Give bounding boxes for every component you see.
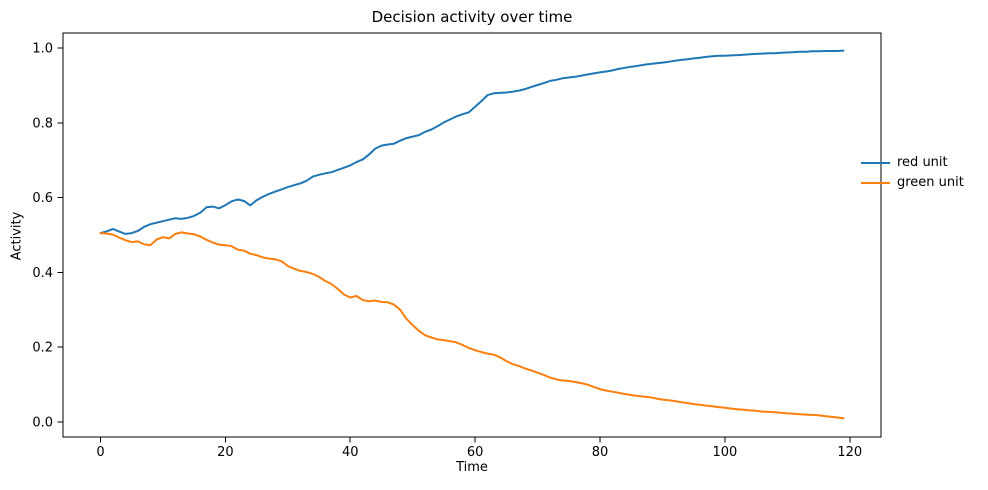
legend-label-red-unit: red unit	[897, 155, 948, 170]
x-tick-label: 0	[96, 445, 104, 460]
legend-entry-red-unit: red unit	[861, 153, 964, 173]
x-tick-label: 40	[342, 445, 359, 460]
y-tick-label: 0.0	[32, 416, 53, 431]
red-unit-line-swatch	[861, 162, 890, 164]
y-tick-label: 0.8	[32, 116, 53, 131]
series-line-red-unit	[99, 49, 845, 235]
y-tick-label: 0.4	[32, 266, 53, 281]
y-tick-label: 0.6	[32, 191, 53, 206]
legend-label-green-unit: green unit	[897, 175, 964, 190]
legend: red unit green unit	[861, 153, 964, 193]
y-tick-label: 0.2	[32, 341, 53, 356]
x-tick-label: 20	[217, 445, 234, 460]
x-tick-label: 80	[592, 445, 609, 460]
axes-spines	[62, 32, 882, 438]
x-axis-label: Time	[456, 460, 488, 475]
chart-title: Decision activity over time	[371, 8, 573, 26]
y-tick-label: 1.0	[32, 41, 53, 56]
y-axis-label: Activity	[9, 211, 25, 261]
x-tick-label: 60	[467, 445, 484, 460]
legend-entry-green-unit: green unit	[861, 173, 964, 193]
x-tick-label: 120	[837, 445, 862, 460]
x-tick-label: 100	[712, 445, 737, 460]
green-unit-line-swatch	[861, 182, 890, 184]
series-line-green-unit	[99, 231, 845, 420]
